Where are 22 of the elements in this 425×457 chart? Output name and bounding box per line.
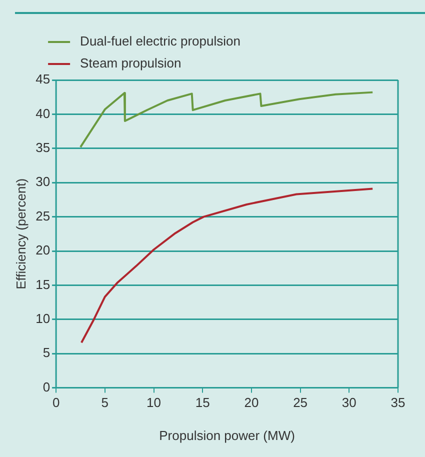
y-tick-label: 35 bbox=[36, 140, 50, 155]
x-tick-label: 0 bbox=[52, 395, 60, 410]
x-tick-label: 20 bbox=[244, 395, 259, 410]
x-tick-label: 10 bbox=[146, 395, 161, 410]
legend-label: Dual-fuel electric propulsion bbox=[80, 34, 240, 49]
y-tick-label: 15 bbox=[36, 276, 50, 292]
y-tick-label: 0 bbox=[42, 379, 50, 394]
x-tick-label: 35 bbox=[390, 395, 406, 410]
x-tick-label: 15 bbox=[195, 395, 210, 410]
y-tick-label: 40 bbox=[36, 106, 50, 121]
x-tick-label: 30 bbox=[342, 395, 356, 410]
y-tick-label: 10 bbox=[36, 310, 50, 326]
y-tick-label: 20 bbox=[36, 242, 50, 258]
x-tick-label: 25 bbox=[293, 395, 308, 410]
y-tick-label: 25 bbox=[36, 208, 50, 224]
y-tick-label: 5 bbox=[42, 345, 50, 360]
legend-label: Steam propulsion bbox=[80, 56, 182, 71]
y-tick-label: 45 bbox=[36, 72, 50, 87]
x-tick-label: 5 bbox=[101, 395, 109, 410]
y-axis-title: Efficiency (percent) bbox=[13, 178, 28, 290]
x-axis-title: Propulsion power (MW) bbox=[159, 428, 295, 443]
y-tick-label: 30 bbox=[36, 174, 50, 190]
